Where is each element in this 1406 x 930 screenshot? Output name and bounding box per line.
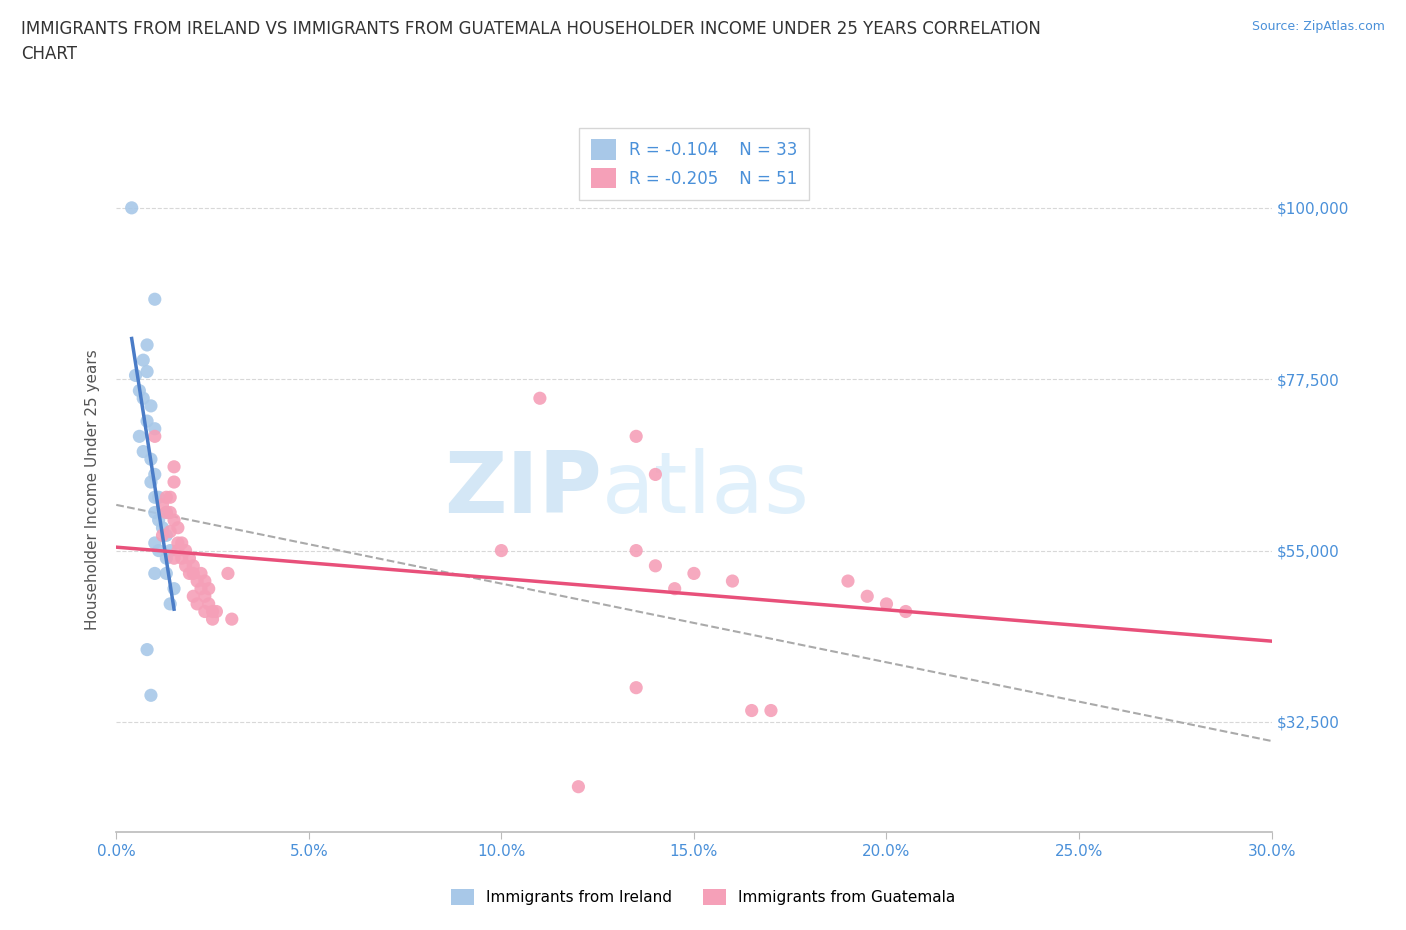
Point [155,528,177,543]
Text: atlas: atlas [602,448,810,531]
Point [163,581,186,596]
Legend: R = -0.104    N = 33, R = -0.205    N = 51: R = -0.104 N = 33, R = -0.205 N = 51 [579,127,808,200]
Point [136,338,159,352]
Point [143,536,166,551]
Point [194,589,217,604]
Point [163,459,186,474]
Point [174,543,197,558]
Point [170,551,193,565]
Point [132,391,155,405]
Point [181,558,204,573]
Point [197,596,219,611]
Point [136,642,159,657]
Point [132,352,155,367]
Point [181,589,204,604]
Point [128,429,150,444]
Point [190,566,212,581]
Point [186,596,208,611]
Point [139,688,162,703]
Point [163,551,186,565]
Point [155,551,177,565]
Point [159,525,181,539]
Point [179,551,201,565]
Point [155,566,177,581]
Point [132,445,155,459]
Legend: Immigrants from Ireland, Immigrants from Guatemala: Immigrants from Ireland, Immigrants from… [444,883,962,911]
Point [894,604,917,619]
Point [159,505,181,520]
Point [221,612,243,627]
Point [644,467,666,482]
Point [167,520,190,535]
Point [167,543,190,558]
Point [139,474,162,489]
Point [148,512,170,527]
Point [190,581,212,596]
Point [152,520,174,535]
Point [143,292,166,307]
Point [664,581,686,596]
Point [875,596,897,611]
Point [529,391,551,405]
Text: IMMIGRANTS FROM IRELAND VS IMMIGRANTS FROM GUATEMALA HOUSEHOLDER INCOME UNDER 25: IMMIGRANTS FROM IRELAND VS IMMIGRANTS FR… [21,20,1040,38]
Point [174,558,197,573]
Y-axis label: Householder Income Under 25 years: Householder Income Under 25 years [86,350,100,630]
Point [567,779,589,794]
Text: Source: ZipAtlas.com: Source: ZipAtlas.com [1251,20,1385,33]
Point [181,566,204,581]
Point [124,368,146,383]
Point [197,581,219,596]
Point [152,528,174,543]
Point [143,490,166,505]
Point [186,574,208,589]
Point [194,604,217,619]
Point [194,574,217,589]
Point [205,604,228,619]
Text: CHART: CHART [21,45,77,62]
Point [143,421,166,436]
Point [837,574,859,589]
Point [143,505,166,520]
Point [683,566,706,581]
Point [644,558,666,573]
Text: ZIP: ZIP [444,448,602,531]
Point [759,703,782,718]
Point [179,566,201,581]
Point [128,383,150,398]
Point [155,505,177,520]
Point [143,566,166,581]
Point [155,505,177,520]
Point [121,200,143,215]
Point [139,452,162,467]
Point [159,543,181,558]
Point [624,429,647,444]
Point [143,429,166,444]
Point [148,543,170,558]
Point [741,703,763,718]
Point [155,490,177,505]
Point [201,604,224,619]
Point [856,589,879,604]
Point [148,490,170,505]
Point [136,365,159,379]
Point [159,490,181,505]
Point [143,467,166,482]
Point [217,566,239,581]
Point [163,512,186,527]
Point [163,474,186,489]
Point [167,536,190,551]
Point [139,398,162,413]
Point [201,612,224,627]
Point [159,596,181,611]
Point [152,498,174,512]
Point [721,574,744,589]
Point [624,680,647,695]
Point [136,414,159,429]
Point [624,543,647,558]
Point [170,536,193,551]
Point [491,543,513,558]
